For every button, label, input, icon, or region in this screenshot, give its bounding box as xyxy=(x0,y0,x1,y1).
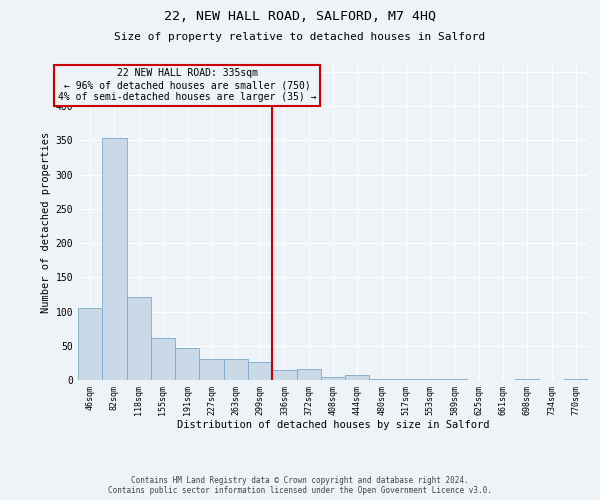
Bar xyxy=(296,369,321,380)
Bar xyxy=(175,348,199,380)
Bar xyxy=(345,375,370,380)
Bar xyxy=(248,362,272,380)
Bar xyxy=(199,360,224,380)
Text: Size of property relative to detached houses in Salford: Size of property relative to detached ho… xyxy=(115,32,485,42)
Y-axis label: Number of detached properties: Number of detached properties xyxy=(41,132,52,313)
Text: Contains HM Land Registry data © Crown copyright and database right 2024.
Contai: Contains HM Land Registry data © Crown c… xyxy=(108,476,492,495)
X-axis label: Distribution of detached houses by size in Salford: Distribution of detached houses by size … xyxy=(177,420,489,430)
Bar xyxy=(224,360,248,380)
Bar xyxy=(151,338,175,380)
Bar xyxy=(272,370,296,380)
Bar xyxy=(370,378,394,380)
Bar xyxy=(102,138,127,380)
Text: 22 NEW HALL ROAD: 335sqm
← 96% of detached houses are smaller (750)
4% of semi-d: 22 NEW HALL ROAD: 335sqm ← 96% of detach… xyxy=(58,68,317,102)
Bar xyxy=(127,297,151,380)
Bar xyxy=(78,308,102,380)
Text: 22, NEW HALL ROAD, SALFORD, M7 4HQ: 22, NEW HALL ROAD, SALFORD, M7 4HQ xyxy=(164,10,436,23)
Bar xyxy=(321,376,345,380)
